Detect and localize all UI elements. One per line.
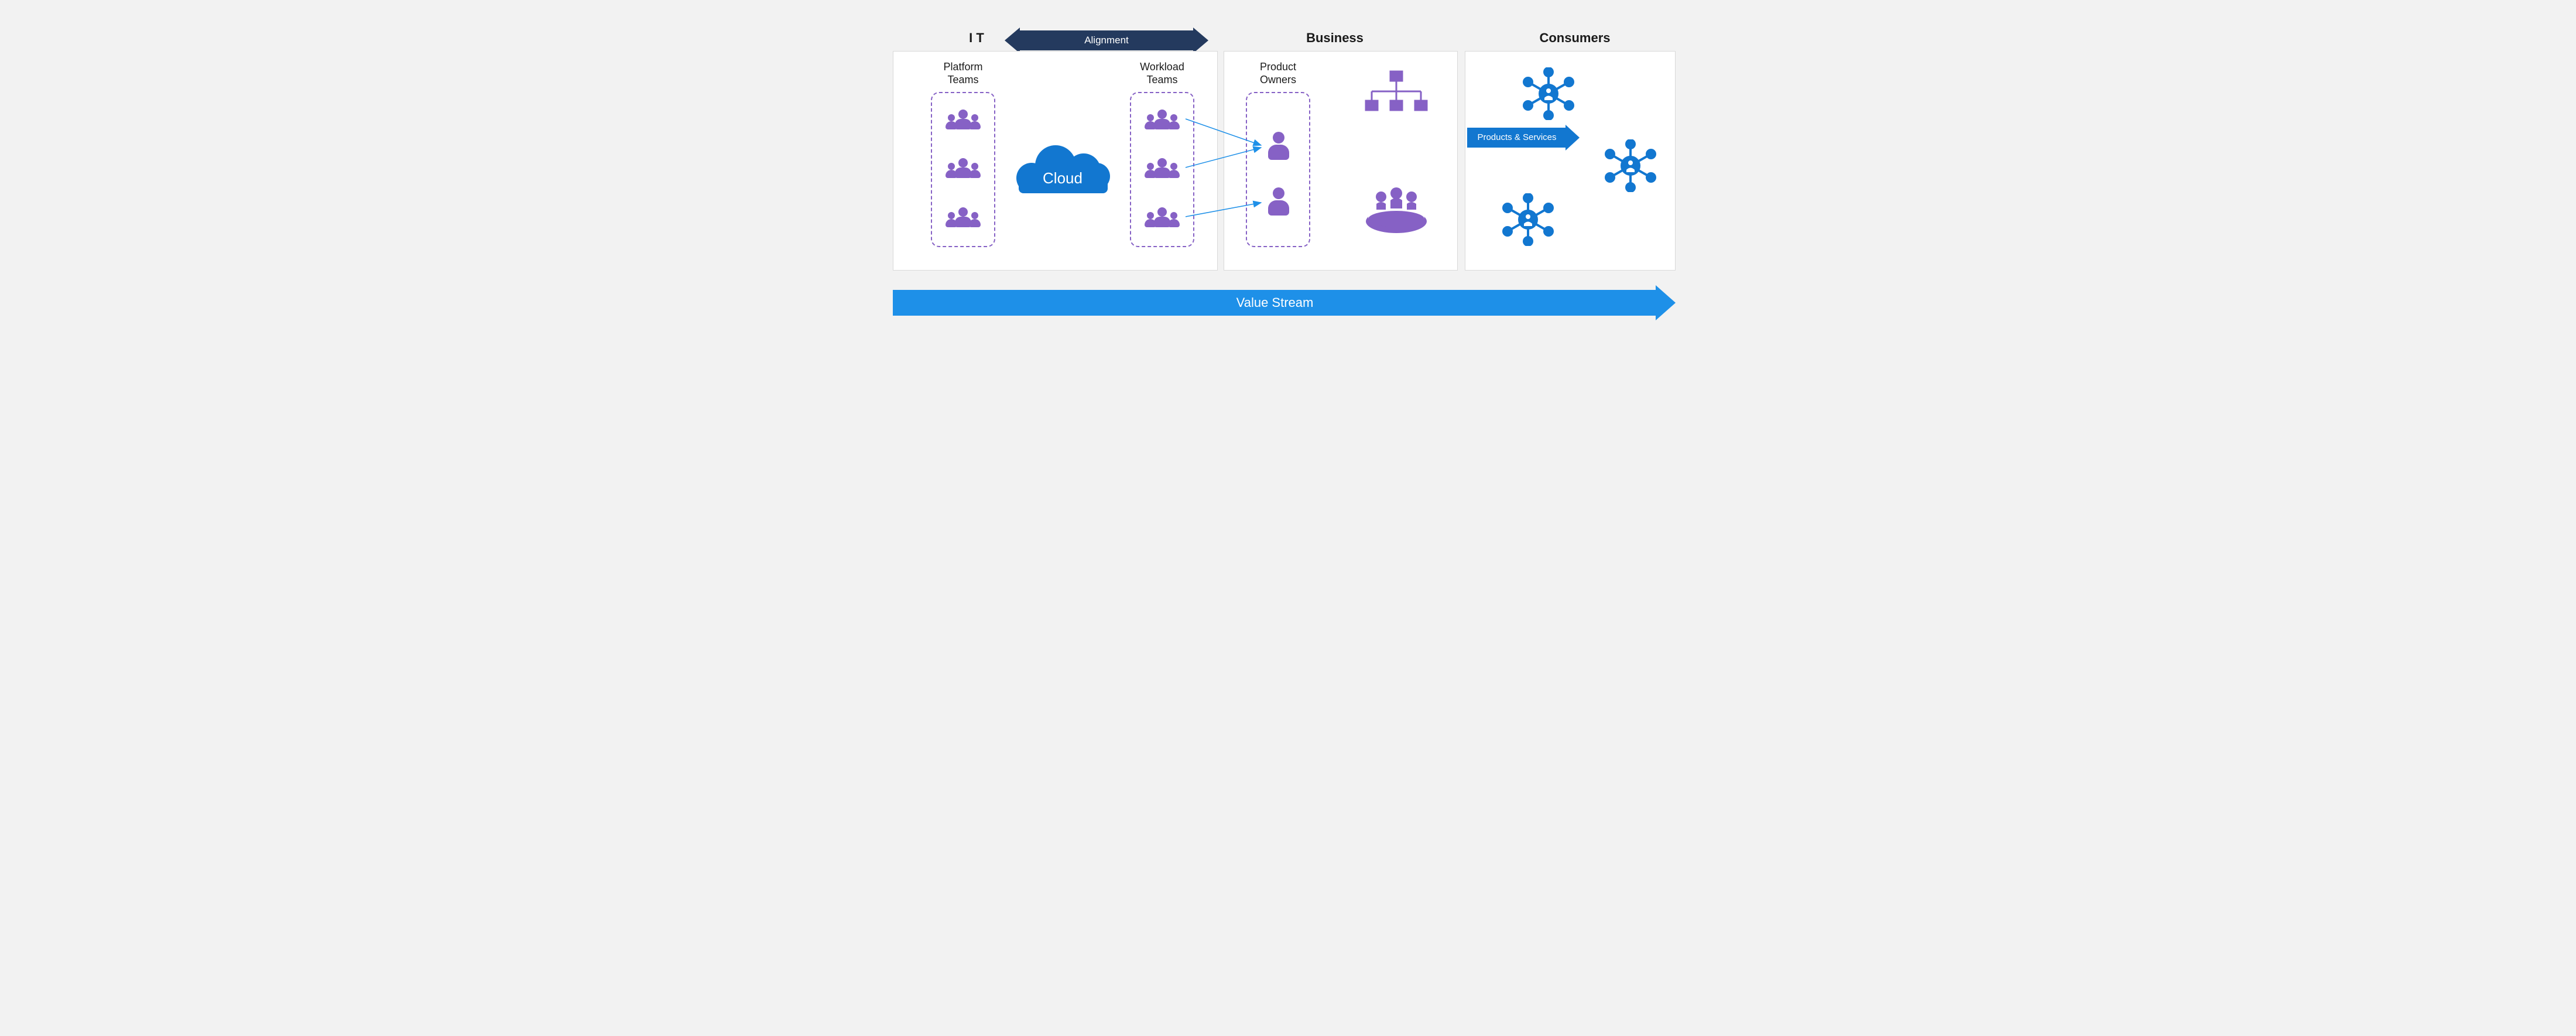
section-title-business: Business (1300, 30, 1370, 46)
sub-title-product-owners: Product Owners (1243, 61, 1313, 86)
value-stream-arrow: Value Stream (893, 290, 1657, 316)
org-chart-icon (1361, 70, 1431, 123)
alignment-arrow: Alignment (1019, 30, 1194, 50)
dashed-box-owners (1246, 92, 1310, 247)
alignment-arrow-label: Alignment (1084, 35, 1129, 46)
people-group-icon (946, 157, 981, 178)
people-group-icon (946, 206, 981, 227)
network-icon (1604, 139, 1657, 192)
person-icon (1266, 132, 1292, 161)
network-icon (1502, 193, 1554, 246)
people-group-icon (1145, 108, 1180, 129)
network-icon (1522, 67, 1575, 120)
products-services-label: Products & Services (1477, 132, 1556, 142)
meeting-icon (1361, 187, 1431, 234)
cloud-icon: Cloud (1013, 135, 1112, 199)
products-services-arrow: Products & Services (1467, 128, 1567, 148)
cloud-label: Cloud (1013, 169, 1112, 187)
people-group-icon (1145, 157, 1180, 178)
people-group-icon (946, 108, 981, 129)
sub-title-workload-teams: Workload Teams (1127, 61, 1197, 86)
value-stream-label: Value Stream (1236, 295, 1314, 310)
sub-title-platform-teams: Platform Teams (928, 61, 998, 86)
people-group-icon (1145, 206, 1180, 227)
section-title-consumers: Consumers (1534, 30, 1616, 46)
person-icon (1266, 187, 1292, 217)
diagram-canvas: I T Business Consumers Alignment Platfor… (837, 0, 1739, 363)
section-title-it: I T (959, 30, 994, 46)
